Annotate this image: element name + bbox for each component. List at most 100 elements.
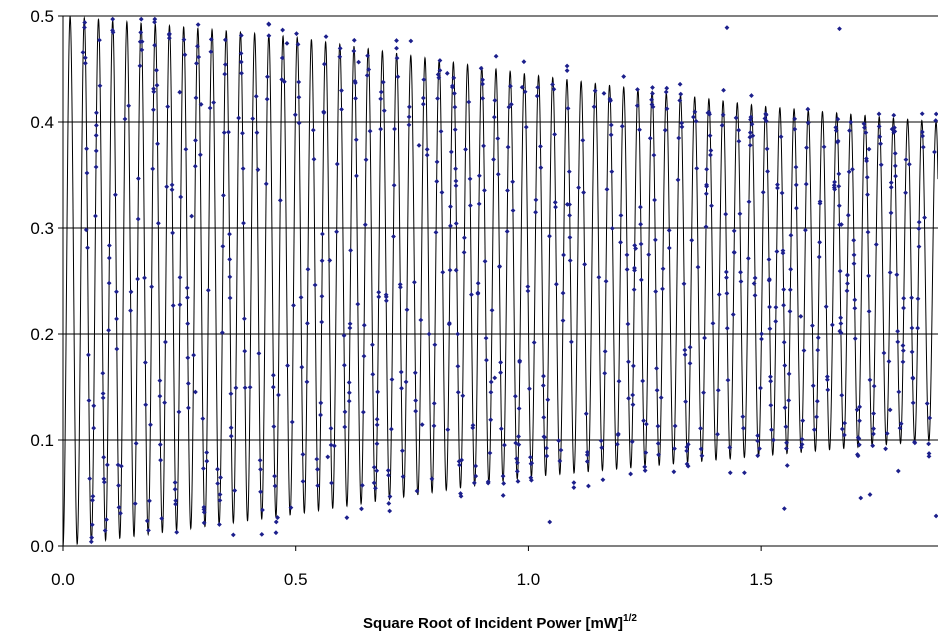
data-point-623 bbox=[706, 109, 712, 115]
data-point-811 bbox=[731, 250, 737, 256]
data-point-437 bbox=[424, 147, 430, 152]
data-point-512 bbox=[845, 281, 850, 286]
data-point-99 bbox=[487, 450, 493, 456]
data-point-418 bbox=[480, 81, 485, 87]
data-point-778 bbox=[736, 127, 742, 133]
data-point-33 bbox=[672, 423, 678, 429]
data-point-593 bbox=[542, 434, 547, 440]
data-point-57 bbox=[383, 298, 389, 304]
data-point-696 bbox=[892, 125, 897, 131]
data-point-629 bbox=[632, 267, 637, 273]
data-point-334 bbox=[394, 38, 399, 43]
data-point-442 bbox=[794, 205, 799, 211]
data-point-641 bbox=[218, 475, 223, 480]
data-point-675 bbox=[691, 114, 696, 120]
data-point-180 bbox=[852, 305, 858, 311]
data-point-195 bbox=[871, 426, 876, 432]
data-point-338 bbox=[453, 166, 458, 172]
data-point-606 bbox=[580, 137, 586, 143]
data-point-502 bbox=[348, 247, 354, 253]
data-point-459 bbox=[373, 485, 378, 491]
data-point-899 bbox=[643, 421, 649, 427]
data-point-846 bbox=[508, 83, 513, 89]
data-point-264 bbox=[100, 370, 106, 376]
data-point-357 bbox=[516, 434, 521, 439]
data-point-119 bbox=[147, 498, 152, 504]
data-point-823 bbox=[698, 446, 704, 452]
data-point-678 bbox=[319, 319, 325, 325]
data-point-503 bbox=[710, 320, 716, 326]
data-point-184 bbox=[378, 96, 384, 102]
data-point-161 bbox=[172, 480, 178, 485]
data-point-307 bbox=[258, 466, 263, 472]
data-point-350 bbox=[323, 34, 329, 40]
data-point-235 bbox=[419, 422, 425, 428]
data-point-413 bbox=[128, 289, 134, 295]
data-point-671 bbox=[346, 380, 352, 385]
data-point-484 bbox=[321, 110, 327, 116]
data-point-714 bbox=[398, 369, 404, 375]
data-point-659 bbox=[176, 409, 182, 415]
data-point-731 bbox=[747, 130, 753, 135]
data-point-319 bbox=[253, 93, 259, 99]
data-point-53 bbox=[183, 146, 189, 152]
data-point-110 bbox=[181, 37, 187, 43]
data-point-792 bbox=[367, 128, 373, 134]
data-point-850 bbox=[839, 392, 845, 398]
data-point-362 bbox=[552, 199, 558, 205]
data-point-244 bbox=[144, 518, 150, 524]
data-point-149 bbox=[334, 161, 340, 167]
data-point-526 bbox=[618, 212, 624, 218]
data-point-182 bbox=[933, 111, 938, 117]
data-point-720 bbox=[361, 353, 367, 359]
data-point-660 bbox=[170, 230, 176, 236]
data-point-167 bbox=[437, 58, 443, 63]
data-point-233 bbox=[315, 483, 321, 489]
data-point-198 bbox=[328, 425, 334, 431]
data-point-862 bbox=[528, 475, 534, 481]
data-point-468 bbox=[492, 375, 498, 381]
data-point-798 bbox=[281, 79, 287, 85]
data-point-458 bbox=[650, 91, 655, 96]
data-point-176 bbox=[774, 249, 780, 254]
data-point-0 bbox=[640, 378, 646, 384]
data-point-839 bbox=[387, 494, 393, 499]
data-point-20 bbox=[193, 389, 198, 395]
data-point-52 bbox=[413, 408, 419, 414]
data-point-861 bbox=[471, 480, 477, 486]
data-point-718 bbox=[609, 225, 615, 231]
data-point-827 bbox=[460, 393, 466, 399]
data-point-550 bbox=[391, 182, 397, 188]
data-point-723 bbox=[106, 243, 112, 248]
data-point-231 bbox=[500, 493, 506, 498]
data-point-373 bbox=[277, 197, 283, 203]
data-point-384 bbox=[888, 180, 894, 186]
data-point-101 bbox=[325, 454, 331, 460]
data-point-440 bbox=[208, 36, 214, 42]
data-point-515 bbox=[89, 522, 95, 528]
data-point-699 bbox=[517, 359, 523, 365]
data-point-831 bbox=[649, 102, 655, 107]
data-point-727 bbox=[254, 130, 260, 136]
data-point-856 bbox=[652, 197, 657, 203]
data-point-495 bbox=[894, 272, 900, 278]
data-point-28 bbox=[91, 403, 97, 409]
data-point-115 bbox=[128, 308, 133, 313]
data-point-753 bbox=[186, 405, 191, 411]
data-point-677 bbox=[684, 448, 690, 454]
data-point-136 bbox=[633, 246, 639, 251]
data-point-412 bbox=[93, 213, 98, 219]
data-point-492 bbox=[412, 370, 418, 376]
data-point-803 bbox=[675, 177, 681, 183]
data-point-163 bbox=[83, 227, 89, 233]
data-point-523 bbox=[892, 163, 898, 169]
data-point-691 bbox=[731, 228, 737, 234]
data-point-616 bbox=[337, 45, 343, 51]
data-point-688 bbox=[878, 141, 884, 147]
data-point-705 bbox=[901, 295, 907, 301]
data-point-207 bbox=[720, 112, 726, 118]
data-point-897 bbox=[85, 245, 90, 251]
data-point-311 bbox=[473, 463, 479, 469]
x-axis-title-superscript: 1/2 bbox=[623, 613, 637, 624]
